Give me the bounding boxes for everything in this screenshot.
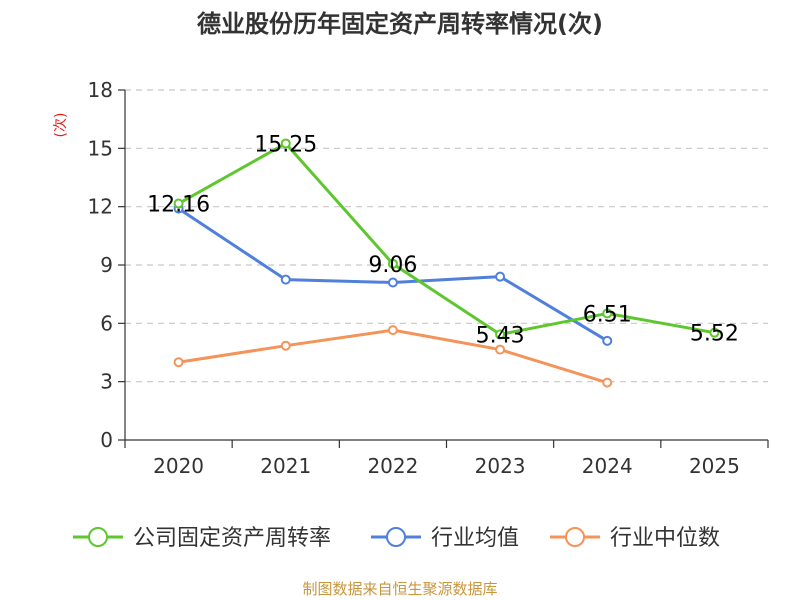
data-point[interactable]: [709, 327, 720, 338]
data-label: 12.16: [147, 193, 210, 218]
y-tick-label: 18: [88, 78, 113, 102]
data-label: 15.25: [254, 132, 317, 157]
legend-item-label[interactable]: 行业中位数: [610, 526, 720, 551]
data-point[interactable]: [173, 198, 184, 209]
series-line-0: [177, 141, 715, 336]
data-point[interactable]: [280, 138, 291, 149]
legend-swatch-marker: [565, 527, 585, 547]
chart-title: 德业股份历年固定资产周转率情况(次): [197, 10, 603, 38]
x-tick-label: 2025: [689, 454, 740, 478]
grid-lines: [125, 89, 768, 383]
data-point[interactable]: [602, 308, 613, 319]
legend: 公司固定资产周转率 行业均值 行业中位数: [73, 526, 720, 551]
data-point[interactable]: [602, 377, 613, 388]
y-tick-label: 0: [100, 428, 113, 452]
data-point[interactable]: [280, 274, 291, 285]
legend-swatch-marker: [386, 527, 406, 547]
data-point[interactable]: [387, 277, 398, 288]
data-point[interactable]: [387, 325, 398, 336]
y-tick-label: 6: [100, 311, 113, 335]
data-point[interactable]: [495, 329, 506, 340]
y-tick-label: 12: [88, 195, 113, 219]
data-point[interactable]: [495, 344, 506, 355]
y-tick-label: 3: [100, 370, 113, 394]
axes: 0 3 6 9 12 15 18 2020 2021 2022 2023 2024 2025: [88, 78, 769, 478]
legend-swatch-marker: [88, 527, 108, 547]
data-point[interactable]: [387, 258, 398, 269]
data-labels: 12.16 15.25 9.06 5.43 6.51 5.52: [147, 132, 739, 348]
data-label: 5.52: [690, 322, 739, 347]
x-tick-label: 2023: [475, 454, 526, 478]
legend-item-label[interactable]: 行业均值: [431, 526, 519, 551]
y-tick-label: 15: [88, 136, 113, 160]
data-point[interactable]: [602, 335, 613, 346]
y-tick-label: 9: [100, 253, 113, 277]
data-point[interactable]: [495, 271, 506, 282]
source-note: 制图数据来自恒生聚源数据库: [302, 580, 497, 598]
series-lines: [173, 138, 720, 388]
data-point[interactable]: [280, 340, 291, 351]
x-tick-label: 2022: [367, 454, 418, 478]
series-line-2: [178, 328, 608, 385]
data-label: 9.06: [368, 253, 417, 278]
data-label: 5.43: [476, 323, 525, 348]
y-axis-unit-label: (次): [53, 113, 69, 138]
data-point[interactable]: [173, 357, 184, 368]
data-label: 6.51: [583, 302, 632, 327]
x-tick-label: 2020: [153, 454, 204, 478]
legend-item-label[interactable]: 公司固定资产周转率: [133, 526, 331, 551]
x-tick-label: 2024: [582, 454, 633, 478]
x-tick-label: 2021: [260, 454, 311, 478]
